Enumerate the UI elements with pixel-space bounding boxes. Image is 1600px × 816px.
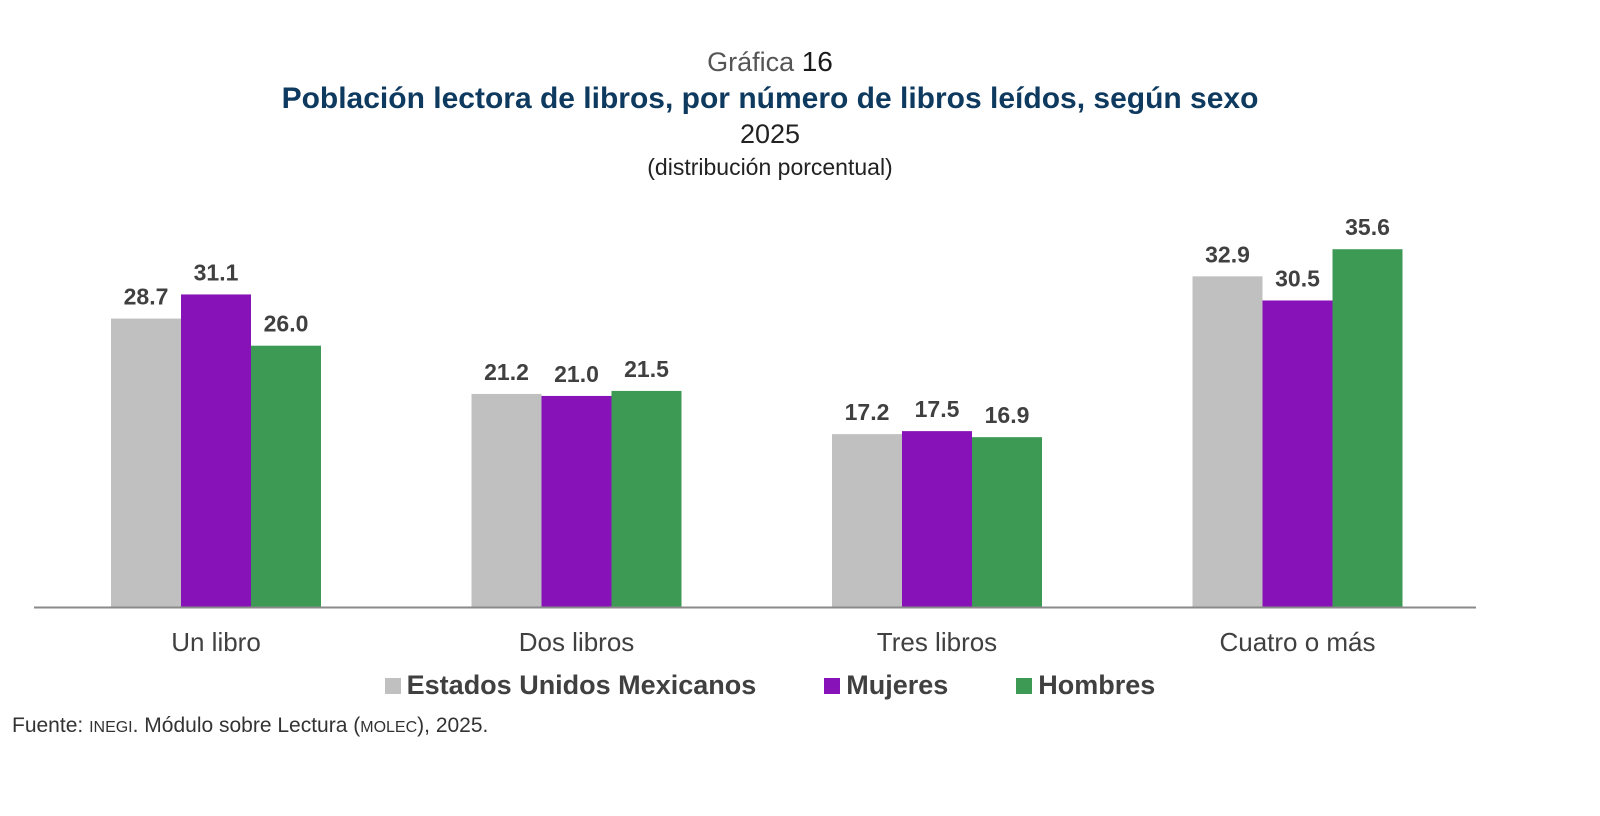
source-org: INEGI: [89, 719, 133, 736]
data-label-2-1: 17.5: [915, 396, 960, 422]
category-label-3: Cuatro o más: [1219, 627, 1375, 657]
source-suffix: ), 2025.: [417, 714, 489, 737]
source-prefix: Fuente:: [12, 714, 90, 737]
data-label-2-2: 16.9: [985, 402, 1030, 428]
data-label-2-0: 17.2: [845, 399, 890, 425]
data-label-3-1: 30.5: [1275, 265, 1320, 291]
bar-1-0: [471, 393, 542, 607]
bar-0-0: [111, 318, 181, 607]
data-label-0-0: 28.7: [124, 284, 169, 310]
data-label-3-0: 32.9: [1205, 241, 1250, 267]
bar-1-2: [611, 390, 682, 607]
chart-label-word: Gráfica: [707, 47, 795, 77]
bar-1-1: [541, 395, 612, 607]
legend-swatch-series-0: [384, 677, 401, 694]
bar-0-1: [181, 294, 251, 607]
bar-0-2: [251, 345, 321, 607]
legend-swatch-series-1: [824, 677, 841, 694]
legend-label-series-2: Hombres: [1038, 670, 1156, 700]
source-note: Fuente: INEGI. Módulo sobre Lectura (MOL…: [12, 714, 488, 738]
legend: Estados Unidos Mexicanos Mujeres Hombres: [0, 670, 1540, 701]
data-label-1-2: 21.5: [624, 356, 669, 382]
source-abbr: MOLEC: [360, 719, 418, 736]
category-label-2: Tres libros: [877, 627, 997, 657]
bar-3-1: [1262, 300, 1333, 607]
legend-label-series-1: Mujeres: [846, 670, 949, 700]
data-label-0-1: 31.1: [194, 259, 239, 285]
data-label-0-2: 26.0: [264, 311, 309, 337]
bar-2-2: [972, 437, 1042, 607]
data-label-1-0: 21.2: [484, 359, 529, 385]
chart-label-number: 16: [801, 46, 833, 77]
chart-title: Población lectora de libros, por número …: [281, 82, 1259, 115]
chart-year: 2025: [739, 119, 801, 149]
bar-3-2: [1332, 249, 1403, 607]
chart-label: Gráfica 16: [0, 46, 1540, 78]
legend-swatch-series-2: [1016, 677, 1033, 694]
legend-item-series-1: Mujeres: [824, 670, 948, 701]
source-mid: . Módulo sobre Lectura (: [132, 714, 361, 737]
data-label-3-2: 35.6: [1345, 214, 1390, 240]
data-label-1-1: 21.0: [554, 361, 599, 387]
category-label-1: Dos libros: [519, 627, 635, 657]
legend-item-series-0: Estados Unidos Mexicanos: [384, 670, 757, 701]
bar-2-0: [832, 434, 902, 607]
chart-unit: (distribución porcentual): [647, 154, 893, 180]
bar-2-1: [902, 431, 972, 607]
legend-item-series-2: Hombres: [1016, 670, 1155, 701]
category-label-0: Un libro: [171, 627, 261, 657]
legend-label-series-0: Estados Unidos Mexicanos: [406, 670, 757, 700]
bar-3-0: [1192, 276, 1263, 607]
